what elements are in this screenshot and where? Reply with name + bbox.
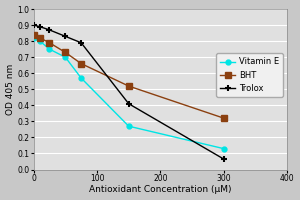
Trolox [38, 26, 42, 28]
Trolox [222, 158, 226, 160]
Trolox [64, 35, 67, 38]
BHT [222, 117, 226, 119]
Trolox [127, 103, 130, 105]
BHT [80, 62, 83, 65]
Vitamin E [48, 48, 51, 50]
Line: Vitamin E: Vitamin E [31, 36, 226, 151]
Line: BHT: BHT [31, 32, 226, 121]
Vitamin E [38, 40, 42, 42]
Vitamin E [80, 77, 83, 79]
BHT [64, 51, 67, 54]
BHT [38, 37, 42, 39]
Line: Trolox: Trolox [30, 22, 227, 163]
Vitamin E [64, 56, 67, 58]
Vitamin E [127, 125, 130, 127]
BHT [48, 42, 51, 44]
Trolox [32, 24, 35, 26]
Vitamin E [32, 37, 35, 39]
BHT [32, 34, 35, 36]
X-axis label: Antioxidant Concentration (μM): Antioxidant Concentration (μM) [89, 185, 232, 194]
Legend: Vitamin E, BHT, Trolox: Vitamin E, BHT, Trolox [216, 53, 283, 97]
Y-axis label: OD 405 nm: OD 405 nm [6, 64, 15, 115]
Trolox [80, 42, 83, 44]
BHT [127, 85, 130, 87]
Trolox [48, 29, 51, 31]
Vitamin E [222, 147, 226, 150]
